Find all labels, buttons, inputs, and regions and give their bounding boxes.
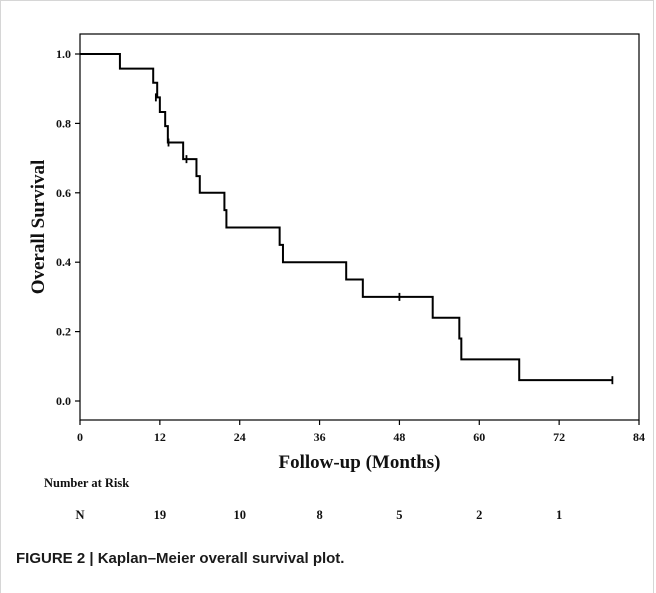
figure-caption: FIGURE 2 | Kaplan–Meier overall survival… <box>16 550 345 567</box>
risk-table-title: Number at Risk <box>44 476 130 490</box>
x-tick-label: 72 <box>553 430 565 444</box>
risk-row-label: N <box>75 508 85 522</box>
risk-count: 10 <box>233 508 246 522</box>
x-tick-label: 0 <box>77 430 83 444</box>
risk-count: 1 <box>556 508 563 522</box>
y-tick-label: 0.2 <box>56 325 71 339</box>
x-tick-label: 12 <box>154 430 166 444</box>
x-tick-label: 24 <box>234 430 246 444</box>
y-tick-label: 1.0 <box>56 47 71 61</box>
y-tick-label: 0.0 <box>56 394 71 408</box>
y-tick-label: 0.8 <box>56 116 71 130</box>
y-tick-label: 0.4 <box>56 255 71 269</box>
risk-count: 5 <box>396 508 403 522</box>
plot-frame <box>79 33 640 421</box>
x-tick-label: 48 <box>393 430 405 444</box>
risk-count: 19 <box>153 508 167 522</box>
x-axis-label: Follow-up (Months) <box>278 452 440 473</box>
y-tick-label: 0.6 <box>56 186 71 200</box>
survival-curve <box>80 53 613 382</box>
risk-count: 2 <box>476 508 483 522</box>
risk-count: 8 <box>316 508 323 522</box>
x-tick-label: 60 <box>473 430 485 444</box>
survival-chart: 0 12 24 36 48 60 72 84 0.0 0.2 0.4 0.6 0.8 1.0 Follow-… <box>28 33 645 473</box>
x-tick-label: 36 <box>314 430 326 444</box>
y-axis-label: Overall Survival <box>28 160 49 295</box>
x-tick-label: 84 <box>633 430 645 444</box>
